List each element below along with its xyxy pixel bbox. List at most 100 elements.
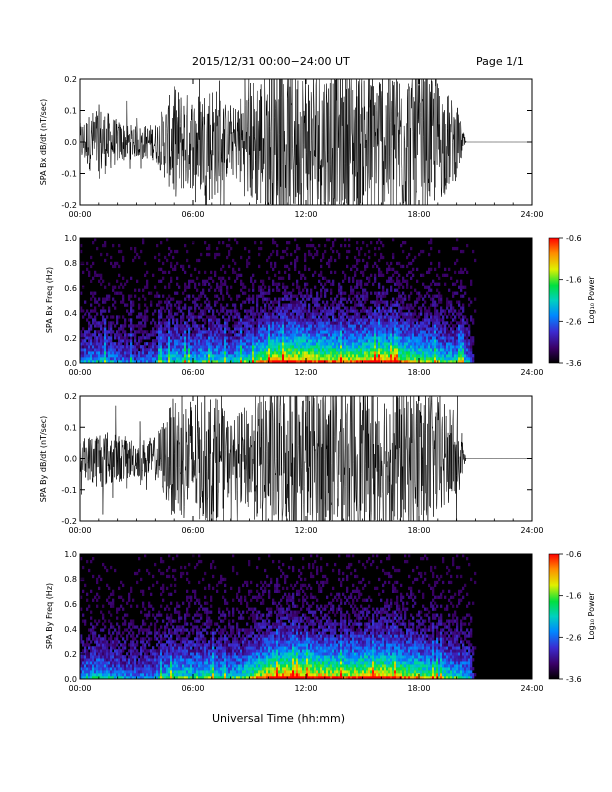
heatmap-cell	[340, 309, 343, 313]
heatmap-cell	[316, 318, 319, 322]
heatmap-cell	[230, 348, 233, 352]
heatmap-cell	[270, 327, 273, 331]
heatmap-cell	[336, 360, 339, 364]
heatmap-cell	[100, 336, 103, 340]
heatmap-cell	[176, 351, 179, 355]
heatmap-cell	[288, 312, 291, 316]
heatmap-cell	[340, 294, 343, 298]
heatmap-cell	[168, 324, 171, 328]
heatmap-cell	[260, 294, 263, 298]
heatmap-cell	[278, 276, 281, 280]
heatmap-cell	[104, 643, 107, 647]
heatmap-cell	[80, 670, 83, 674]
heatmap-cell	[384, 324, 387, 328]
heatmap-cell	[138, 360, 141, 364]
heatmap-cell	[412, 357, 415, 361]
heatmap-cell	[86, 676, 89, 680]
heatmap-cell	[96, 336, 99, 340]
heatmap-cell	[274, 360, 277, 364]
heatmap-cell	[214, 327, 217, 331]
heatmap-cell	[208, 354, 211, 358]
heatmap-cell	[376, 264, 379, 269]
heatmap-cell	[100, 658, 103, 662]
heatmap-cell	[110, 565, 113, 570]
heatmap-cell	[130, 357, 133, 361]
heatmap-cell	[226, 324, 229, 328]
heatmap-cell	[356, 285, 359, 289]
heatmap-cell	[126, 667, 129, 671]
heatmap-cell	[130, 339, 133, 343]
heatmap-cell	[410, 318, 413, 322]
heatmap-cell	[128, 348, 131, 352]
heatmap-cell	[94, 661, 97, 665]
heatmap-cell	[282, 339, 285, 343]
heatmap-cell	[112, 360, 115, 364]
heatmap-cell	[152, 273, 155, 277]
heatmap-cell	[118, 342, 121, 346]
heatmap-cell	[100, 670, 103, 674]
heatmap-cell	[356, 315, 359, 319]
heatmap-cell	[350, 333, 353, 337]
heatmap-cell	[414, 330, 417, 334]
heatmap-cell	[446, 303, 449, 307]
heatmap-cell	[94, 658, 97, 662]
heatmap-cell	[388, 330, 391, 334]
heatmap-cell	[374, 321, 377, 325]
heatmap-cell	[348, 309, 351, 313]
heatmap-cell	[308, 345, 311, 349]
heatmap-cell	[98, 655, 101, 659]
heatmap-cell	[324, 306, 327, 310]
heatmap-cell	[252, 312, 255, 316]
heatmap-cell	[402, 339, 405, 343]
heatmap-cell	[318, 273, 321, 277]
heatmap-cell	[320, 351, 323, 355]
heatmap-cell	[224, 330, 227, 334]
heatmap-cell	[138, 342, 141, 346]
heatmap-cell	[356, 345, 359, 349]
heatmap-cell	[104, 240, 107, 245]
heatmap-cell	[434, 351, 437, 355]
heatmap-cell	[470, 282, 473, 286]
heatmap-cell	[304, 303, 307, 307]
heatmap-cell	[170, 303, 173, 307]
heatmap-cell	[274, 330, 277, 334]
heatmap-cell	[266, 360, 269, 364]
heatmap-cell	[252, 339, 255, 343]
heatmap-cell	[110, 333, 113, 337]
heatmap-cell	[80, 360, 83, 364]
heatmap-cell	[232, 360, 235, 364]
heatmap-cell	[284, 294, 287, 298]
heatmap-cell	[108, 342, 111, 346]
heatmap-cell	[162, 339, 165, 343]
heatmap-cell	[282, 345, 285, 349]
heatmap-cell	[262, 348, 265, 352]
heatmap-cell	[236, 354, 239, 358]
heatmap-cell	[246, 336, 249, 340]
heatmap-cell	[438, 297, 441, 301]
heatmap-cell	[342, 342, 345, 346]
heatmap-cell	[140, 664, 143, 668]
heatmap-cell	[124, 643, 127, 647]
heatmap-cell	[230, 297, 233, 301]
heatmap-cell	[96, 339, 99, 343]
heatmap-cell	[224, 279, 227, 283]
heatmap-cell	[102, 655, 105, 659]
heatmap-cell	[156, 324, 159, 328]
heatmap-cell	[374, 357, 377, 361]
heatmap-cell	[154, 309, 157, 313]
heatmap-cell	[354, 351, 357, 355]
heatmap-cell	[322, 342, 325, 346]
heatmap-cell	[424, 321, 427, 325]
heatmap-cell	[132, 661, 135, 665]
heatmap-cell	[192, 348, 195, 352]
heatmap-cell	[440, 309, 443, 313]
heatmap-cell	[108, 664, 111, 668]
heatmap-cell	[310, 291, 313, 295]
heatmap-cell	[302, 360, 305, 364]
heatmap-cell	[118, 586, 121, 591]
heatmap-cell	[116, 649, 119, 653]
heatmap-cell	[418, 324, 421, 328]
heatmap-cell	[358, 357, 361, 361]
heatmap-cell	[340, 327, 343, 331]
heatmap-cell	[348, 279, 351, 283]
